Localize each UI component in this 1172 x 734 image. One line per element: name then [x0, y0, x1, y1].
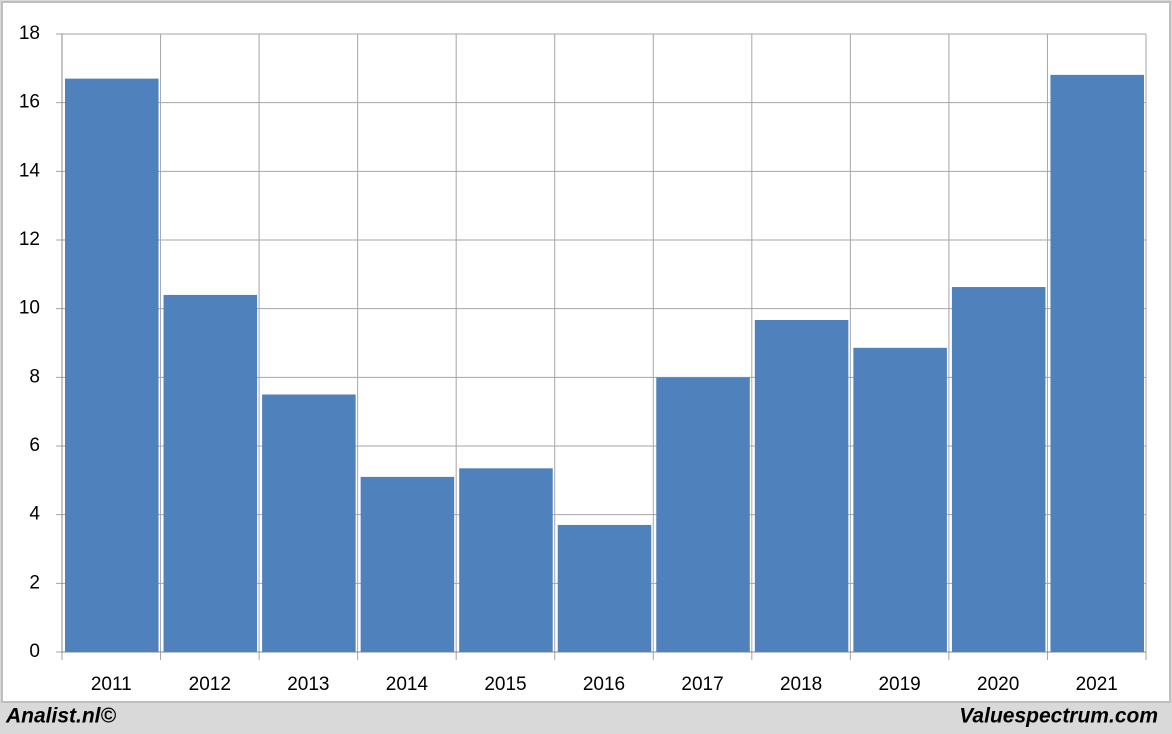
bar: [853, 347, 947, 652]
x-tick-label: 2018: [780, 674, 822, 695]
y-tick-label: 12: [19, 229, 40, 250]
y-tick-label: 2: [29, 572, 40, 593]
bar: [951, 287, 1046, 652]
bar: [163, 294, 258, 652]
y-tick-label: 8: [29, 366, 40, 387]
y-tick-label: 6: [29, 435, 40, 456]
bar: [360, 476, 455, 652]
x-tick-label: 2017: [681, 674, 723, 695]
x-tick-label: 2020: [977, 674, 1019, 695]
bar: [754, 319, 849, 652]
footer-left: Analist.nl©: [5, 705, 117, 728]
x-tick-label: 2013: [287, 674, 329, 695]
x-tick-label: 2016: [583, 674, 625, 695]
y-tick-label: 0: [29, 641, 40, 662]
y-tick-label: 4: [29, 504, 40, 525]
x-tick-label: 2014: [386, 674, 429, 695]
bar: [262, 394, 356, 652]
y-tick-label: 10: [19, 298, 40, 319]
y-tick-label: 16: [19, 92, 40, 113]
bar: [65, 78, 159, 653]
x-tick-label: 2019: [878, 674, 920, 695]
bar: [459, 468, 553, 652]
x-tick-label: 2012: [189, 674, 231, 695]
x-tick-label: 2021: [1076, 674, 1118, 695]
x-tick-label: 2011: [91, 674, 132, 695]
bar: [557, 524, 652, 652]
footer-right: Valuespectrum.com: [959, 705, 1158, 728]
x-tick-label: 2015: [484, 674, 526, 695]
bar: [656, 377, 750, 652]
y-tick-label: 14: [19, 160, 41, 181]
bar: [1050, 74, 1144, 652]
y-tick-label: 18: [19, 23, 40, 44]
